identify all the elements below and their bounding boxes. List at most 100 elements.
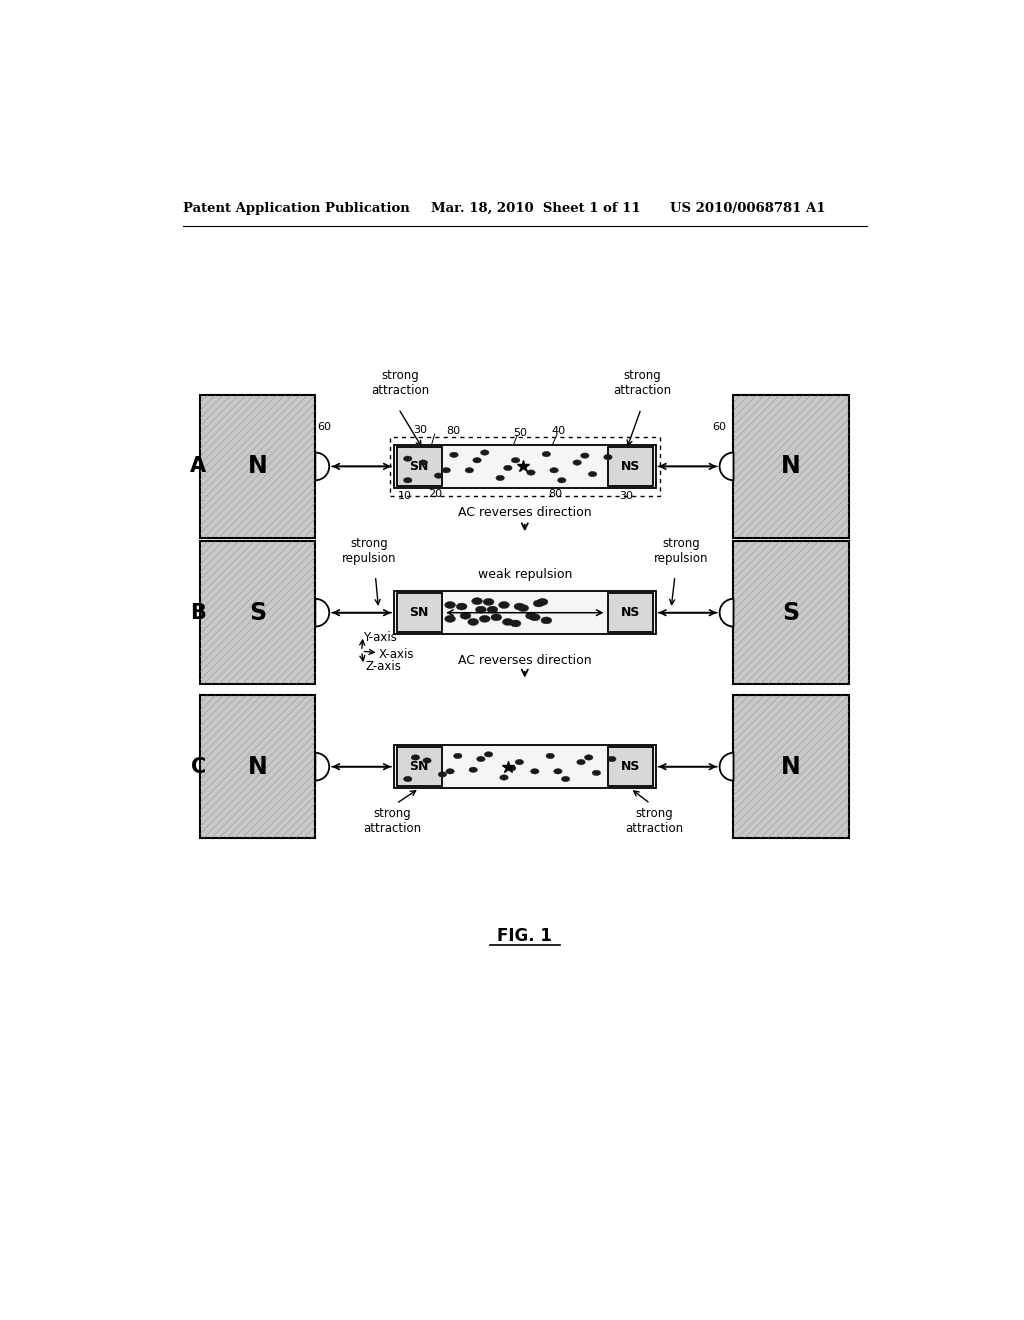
Wedge shape (720, 453, 733, 480)
Ellipse shape (550, 467, 558, 473)
Text: 80: 80 (446, 426, 461, 436)
Text: NS: NS (621, 459, 640, 473)
Ellipse shape (577, 759, 586, 764)
Ellipse shape (469, 767, 477, 772)
Ellipse shape (490, 614, 502, 620)
Wedge shape (315, 752, 330, 780)
Text: N: N (248, 454, 267, 478)
Text: 60: 60 (317, 422, 332, 432)
Text: weak repulsion: weak repulsion (477, 568, 572, 581)
Ellipse shape (457, 603, 467, 610)
Text: X-axis: X-axis (379, 648, 414, 661)
Ellipse shape (403, 776, 412, 781)
Text: SN: SN (410, 459, 429, 473)
Ellipse shape (530, 768, 539, 774)
Text: N: N (248, 755, 267, 779)
Bar (200, 541, 315, 684)
Text: strong
attraction: strong attraction (364, 807, 422, 834)
Ellipse shape (508, 766, 516, 771)
Ellipse shape (525, 612, 537, 619)
Ellipse shape (504, 465, 512, 471)
Text: AC reverses direction: AC reverses direction (458, 506, 592, 519)
Text: strong
attraction: strong attraction (613, 370, 672, 397)
Text: strong
attraction: strong attraction (625, 807, 683, 834)
Ellipse shape (475, 606, 486, 612)
Ellipse shape (412, 755, 420, 760)
Text: C: C (190, 756, 206, 776)
Bar (394, 744, 655, 788)
Ellipse shape (500, 775, 508, 780)
Ellipse shape (423, 758, 431, 763)
Ellipse shape (444, 615, 456, 622)
Ellipse shape (479, 615, 490, 622)
Text: US 2010/0068781 A1: US 2010/0068781 A1 (670, 202, 825, 215)
Text: S: S (782, 601, 800, 624)
Ellipse shape (460, 612, 471, 619)
Ellipse shape (515, 759, 523, 764)
Ellipse shape (529, 614, 541, 620)
Ellipse shape (496, 475, 505, 480)
Text: B: B (190, 603, 206, 623)
Ellipse shape (585, 755, 593, 760)
Bar (733, 696, 849, 838)
Ellipse shape (487, 606, 498, 612)
Bar (200, 696, 315, 838)
Ellipse shape (607, 756, 616, 762)
Bar (390, 437, 659, 496)
Bar (733, 541, 849, 684)
Ellipse shape (511, 458, 520, 463)
Ellipse shape (450, 453, 458, 458)
Ellipse shape (589, 471, 597, 477)
Ellipse shape (554, 768, 562, 774)
Bar (608, 594, 652, 632)
Bar (397, 447, 441, 486)
Ellipse shape (403, 455, 412, 462)
Bar (397, 747, 441, 785)
Ellipse shape (468, 619, 478, 626)
Wedge shape (720, 752, 733, 780)
Ellipse shape (534, 601, 544, 607)
Ellipse shape (438, 772, 446, 777)
Text: N: N (781, 755, 801, 779)
Ellipse shape (503, 619, 513, 626)
Ellipse shape (581, 453, 589, 458)
Bar (394, 591, 655, 635)
Ellipse shape (557, 478, 566, 483)
Ellipse shape (444, 602, 456, 609)
Ellipse shape (484, 751, 493, 758)
Text: 30: 30 (618, 491, 633, 500)
Text: AC reverses direction: AC reverses direction (458, 653, 592, 667)
Text: Patent Application Publication: Patent Application Publication (183, 202, 410, 215)
Text: N: N (781, 454, 801, 478)
Ellipse shape (510, 620, 521, 627)
Ellipse shape (542, 451, 551, 457)
Ellipse shape (592, 770, 601, 776)
Bar (608, 747, 652, 785)
Ellipse shape (572, 459, 582, 465)
Ellipse shape (454, 754, 462, 759)
Text: NS: NS (621, 606, 640, 619)
Ellipse shape (434, 473, 442, 478)
Ellipse shape (546, 754, 554, 759)
Text: 40: 40 (552, 426, 566, 436)
Ellipse shape (538, 598, 548, 606)
Ellipse shape (473, 458, 481, 463)
Text: 30: 30 (413, 425, 427, 434)
Text: 80: 80 (548, 490, 562, 499)
Text: FIG. 1: FIG. 1 (498, 927, 552, 945)
Text: SN: SN (410, 760, 429, 774)
Text: A: A (190, 457, 207, 477)
Wedge shape (315, 453, 330, 480)
Text: strong
repulsion: strong repulsion (654, 537, 709, 565)
Bar (397, 594, 441, 632)
Wedge shape (720, 599, 733, 627)
Text: Mar. 18, 2010  Sheet 1 of 11: Mar. 18, 2010 Sheet 1 of 11 (431, 202, 640, 215)
Ellipse shape (472, 598, 482, 605)
Bar (733, 395, 849, 537)
Ellipse shape (465, 467, 473, 473)
Ellipse shape (526, 470, 536, 475)
Ellipse shape (541, 616, 552, 624)
Bar (394, 445, 655, 488)
Ellipse shape (477, 756, 485, 762)
Ellipse shape (561, 776, 569, 781)
